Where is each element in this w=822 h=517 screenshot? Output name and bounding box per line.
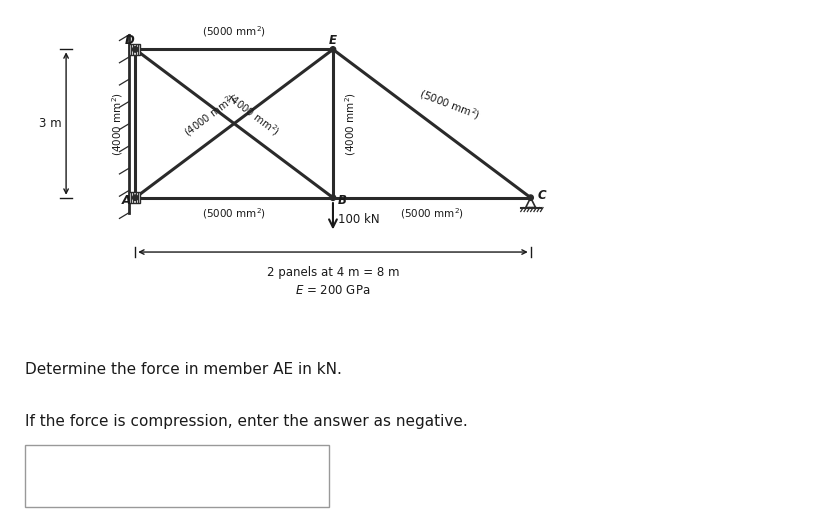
Text: (5000 mm$^2$): (5000 mm$^2$) (202, 24, 266, 39)
Text: (4000 mm$^2$): (4000 mm$^2$) (343, 92, 358, 156)
Text: 2 panels at 4 m = 8 m: 2 panels at 4 m = 8 m (266, 266, 399, 279)
Text: C: C (538, 189, 546, 202)
Text: (5000 mm$^2$): (5000 mm$^2$) (399, 207, 464, 221)
Circle shape (330, 47, 335, 52)
Text: (4000 mm$^2$): (4000 mm$^2$) (224, 90, 283, 140)
Text: B: B (337, 194, 346, 207)
Bar (129, 44, 141, 55)
Text: If the force is compression, enter the answer as negative.: If the force is compression, enter the a… (25, 414, 468, 429)
Polygon shape (526, 197, 536, 207)
Text: 100 kN: 100 kN (338, 214, 380, 226)
Text: (4000 mm$^2$): (4000 mm$^2$) (181, 90, 239, 140)
Text: (4000 mm$^2$): (4000 mm$^2$) (111, 92, 126, 156)
Text: D: D (124, 34, 134, 47)
Circle shape (132, 47, 138, 52)
Circle shape (528, 195, 533, 201)
Text: Determine the force in member AE in kN.: Determine the force in member AE in kN. (25, 362, 341, 377)
Text: $E$ = 200 GPa: $E$ = 200 GPa (295, 284, 371, 297)
Bar (129, 192, 141, 203)
Text: (5000 mm$^2$): (5000 mm$^2$) (417, 86, 482, 123)
Text: E: E (329, 34, 337, 47)
Text: A: A (122, 194, 131, 207)
Circle shape (132, 195, 138, 201)
Circle shape (330, 195, 335, 201)
Text: 3 m: 3 m (39, 117, 62, 130)
Text: (5000 mm$^2$): (5000 mm$^2$) (202, 207, 266, 221)
